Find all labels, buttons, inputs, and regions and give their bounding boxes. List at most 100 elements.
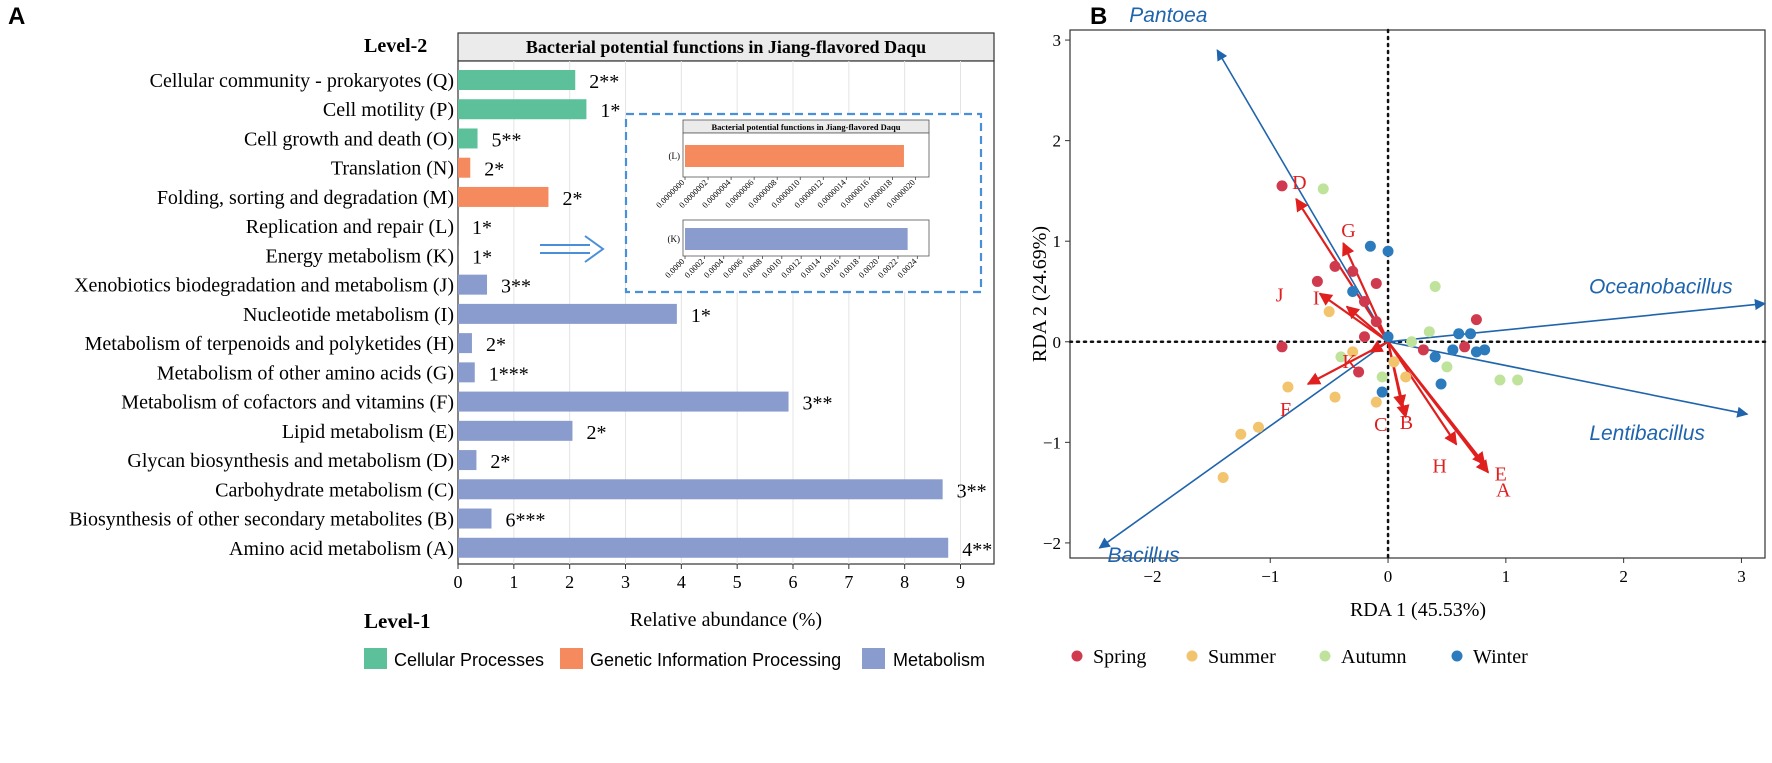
x-tick-label-b-4: 2 (1619, 567, 1628, 586)
sample-point-spring (1370, 316, 1382, 328)
inset-l-label: (L) (669, 151, 681, 161)
legend-swatch-genetic (560, 648, 583, 669)
axis-ticks: −2 −1 0 1 2 3 −2 −1 0 1 2 3 (1043, 31, 1746, 586)
sample-point-spring (1329, 260, 1341, 272)
y-tick-label-b-1: −1 (1043, 433, 1061, 452)
sample-point-summer (1388, 356, 1400, 368)
function-label-k: K (1342, 351, 1357, 373)
inset-k-label: (K) (668, 234, 681, 244)
annotation-biosynthesis-of-other-secondary-metabolites-b: 6*** (506, 510, 546, 532)
legend-label-autumn: Autumn (1341, 646, 1407, 668)
sample-point-summer (1235, 428, 1247, 440)
bar-chart: Bacterial potential functions in Jiang-f… (69, 32, 995, 670)
category-label-metabolism-of-terpenoids-and-polyketides-h: Metabolism of terpenoids and polyketides… (85, 333, 454, 355)
sample-point-winter (1382, 331, 1394, 343)
x-tick-label-9: 9 (956, 572, 965, 592)
sample-point-spring (1347, 265, 1359, 277)
x-axis-label-b: RDA 1 (45.53%) (1350, 599, 1486, 621)
sample-point-winter (1429, 351, 1441, 363)
sample-point-winter (1470, 346, 1482, 358)
function-label-c: C (1374, 414, 1387, 436)
function-label-i: I (1313, 288, 1320, 310)
inset-arrow (540, 235, 605, 263)
function-arrow-e (1387, 341, 1486, 466)
category-label-carbohydrate-metabolism-c: Carbohydrate metabolism (C) (215, 479, 454, 501)
function-label-h: H (1432, 455, 1446, 477)
bar-lipid-metabolism-e (458, 420, 573, 441)
y-tick-label-b-2: 0 (1053, 333, 1062, 352)
inset-chart: Bacterial potential functions in Jiang-f… (624, 112, 983, 294)
annotation-cell-growth-and-death-o: 5** (492, 129, 522, 151)
inset-bar-l (685, 145, 904, 167)
sample-point-autumn (1441, 361, 1453, 373)
species-arrow-bacillus (1098, 341, 1389, 549)
x-tick-label-b-3: 1 (1502, 567, 1511, 586)
annotation-energy-metabolism-k: 1* (472, 246, 492, 268)
significance-labels: 2** 1* 5** 2* 2* 1* 1* 3** 1* 2* 1*** 3** 2* 2* 3** 6**… (472, 71, 992, 561)
bar-metabolism-of-other-amino-acids-g (458, 362, 475, 383)
y-tick-label-b-4: 2 (1053, 132, 1062, 151)
x-axis-ticks: 0 1 2 3 4 5 6 7 8 9 (454, 564, 965, 592)
sample-point-winter (1465, 328, 1477, 340)
x-tick-label-6: 6 (789, 572, 798, 592)
function-label-f: F (1280, 399, 1291, 421)
x-tick-label-b-0: −2 (1143, 567, 1161, 586)
sample-point-autumn (1376, 371, 1388, 383)
species-arrows (1098, 49, 1767, 549)
panel-label-b: B (1090, 3, 1107, 30)
sample-point-autumn (1429, 280, 1441, 292)
sample-point-summer (1252, 421, 1264, 433)
bar-xenobiotics-biodegradation-and-metabolism-j (458, 274, 488, 295)
x-tick-label-3: 3 (621, 572, 630, 592)
y-tick-label-b-3: 1 (1053, 232, 1062, 251)
species-label-oceanobacillus: Oceanobacillus (1589, 276, 1733, 299)
plot-panel-b (1069, 29, 1766, 559)
sample-point-autumn (1335, 351, 1347, 363)
annotation-glycan-biosynthesis-and-metabolism-d: 2* (490, 451, 510, 473)
species-labels: Pantoea Oceanobacillus Lentibacillus Bacill… (1107, 4, 1733, 567)
legend-a: Cellular Processes Genetic Information P… (364, 648, 985, 670)
annotation-translation-n: 2* (484, 159, 504, 181)
sample-point-summer (1217, 472, 1229, 484)
bar-folding-sorting-and-degradation-m (458, 186, 549, 207)
y-tick-label-b-5: 3 (1053, 31, 1062, 50)
category-label-replication-and-repair-l: Replication and repair (L) (246, 216, 454, 238)
annotation-xenobiotics-biodegradation-and-metabolism-j: 3** (501, 276, 531, 298)
legend-label-cellular: Cellular Processes (394, 650, 544, 670)
category-label-translation-n: Translation (N) (331, 158, 454, 180)
annotation-carbohydrate-metabolism-c: 3** (957, 480, 987, 502)
species-label-lentibacillus: Lentibacillus (1589, 422, 1705, 445)
function-arrow-j (1318, 292, 1389, 343)
sample-point-spring (1353, 366, 1365, 378)
chart-title: Bacterial potential functions in Jiang-f… (526, 37, 926, 57)
bar-cell-motility-p (458, 99, 587, 120)
bars (458, 70, 949, 558)
category-label-folding-sorting-and-degradation-m: Folding, sorting and degradation (M) (157, 187, 454, 209)
sample-point-summer (1323, 306, 1335, 318)
species-label-bacillus: Bacillus (1107, 544, 1180, 567)
legend-label-spring: Spring (1093, 646, 1146, 668)
x-tick-label-b-2: 0 (1384, 567, 1393, 586)
category-label-cellular-community-prokaryotes-q: Cellular community - prokaryotes (Q) (150, 70, 454, 92)
sample-point-winter (1479, 344, 1491, 356)
category-label-lipid-metabolism-e: Lipid metabolism (E) (282, 421, 454, 443)
legend-label-genetic: Genetic Information Processing (590, 650, 841, 670)
level2-label: Level-2 (364, 35, 427, 57)
y-tick-label-b-0: −2 (1043, 534, 1061, 553)
x-tick-label-1: 1 (509, 572, 518, 592)
legend-dot-winter (1451, 650, 1463, 662)
sample-point-summer (1329, 391, 1341, 403)
legend-b: Spring Summer Autumn Winter (1071, 646, 1528, 668)
zero-lines (1068, 28, 1767, 560)
annotation-amino-acid-metabolism-a: 4** (962, 539, 992, 561)
annotation-nucleotide-metabolism-i: 1* (691, 305, 711, 327)
function-arrow-g (1342, 242, 1390, 343)
x-tick-label-b-5: 3 (1737, 567, 1746, 586)
category-label-biosynthesis-of-other-secondary-metabolites-b: Biosynthesis of other secondary metaboli… (69, 509, 454, 531)
category-label-energy-metabolism-k: Energy metabolism (K) (266, 245, 454, 267)
sample-point-spring (1358, 331, 1370, 343)
bar-metabolism-of-terpenoids-and-polyketides-h (458, 333, 472, 354)
sample-point-spring (1311, 275, 1323, 287)
function-label-a: A (1496, 480, 1511, 502)
sample-point-spring (1370, 277, 1382, 289)
